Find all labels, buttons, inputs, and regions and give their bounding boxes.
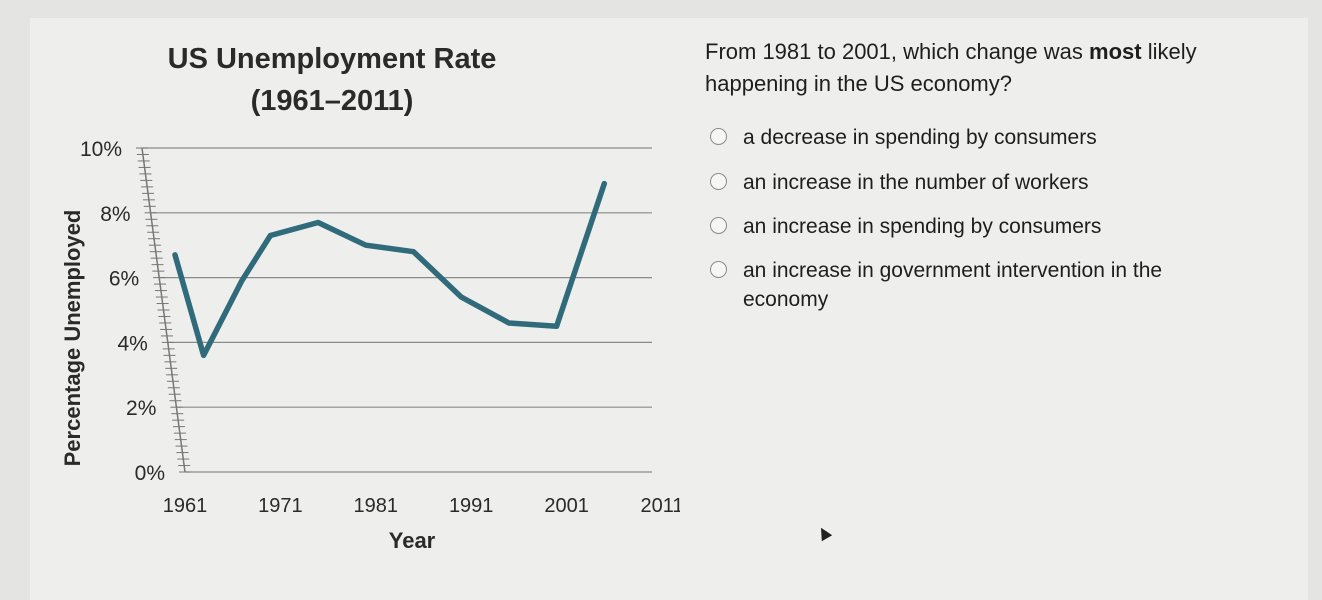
y-tick-label: 8% <box>100 203 130 226</box>
answer-option-4[interactable]: an increase in government intervention i… <box>710 256 1250 314</box>
radio-button-icon[interactable] <box>710 261 727 278</box>
y-tick-label: 4% <box>117 332 147 355</box>
answer-option-label: an increase in government intervention i… <box>743 259 1163 311</box>
radio-button-icon[interactable] <box>710 217 727 234</box>
x-tick-label: 1971 <box>258 495 303 517</box>
chart-title-line2: (1961–2011) <box>250 85 414 117</box>
content-panel <box>30 18 1308 600</box>
answer-option-3[interactable]: an increase in spending by consumers <box>710 212 1270 241</box>
y-tick-label: 0% <box>135 462 165 485</box>
y-axis-label: Percentage Unemployed <box>60 210 85 467</box>
radio-button-icon[interactable] <box>710 128 727 145</box>
x-tick-label: 2001 <box>544 495 589 517</box>
answer-option-label: a decrease in spending by consumers <box>743 126 1097 149</box>
unemployment-line-chart: 0% 2% 4% 6% 8% 10% 1961 1971 1981 1991 2001 2011 Yea… <box>60 138 680 553</box>
x-tick-label: 1961 <box>163 495 208 517</box>
y-tick-label: 10% <box>80 138 122 161</box>
question-text-after: likely happening in the US economy? <box>705 39 1197 96</box>
series-line <box>172 180 608 359</box>
answer-option-1[interactable]: a decrease in spending by consumers <box>710 123 1270 152</box>
x-axis-label: Year <box>389 528 436 553</box>
y-tick-label: 2% <box>126 397 156 420</box>
answer-option-2[interactable]: an increase in the number of workers <box>710 168 1270 197</box>
answer-option-label: an increase in the number of workers <box>743 171 1089 194</box>
answer-option-label: an increase in spending by consumers <box>743 215 1102 238</box>
x-tick-label: 1981 <box>354 495 399 517</box>
x-tick-label: 2011 <box>640 495 680 517</box>
y-tick-label: 6% <box>109 268 139 291</box>
chart-title: US Unemployment Rate (1961–2011) <box>112 38 552 122</box>
x-tick-label: 1991 <box>449 495 494 517</box>
question-emphasis: most <box>1089 39 1142 64</box>
question-text: From 1981 to 2001, which change was most… <box>705 36 1305 100</box>
question-text-before: From 1981 to 2001, which change was <box>705 39 1090 64</box>
chart-title-line1: US Unemployment Rate <box>167 43 497 75</box>
radio-button-icon[interactable] <box>710 173 727 190</box>
